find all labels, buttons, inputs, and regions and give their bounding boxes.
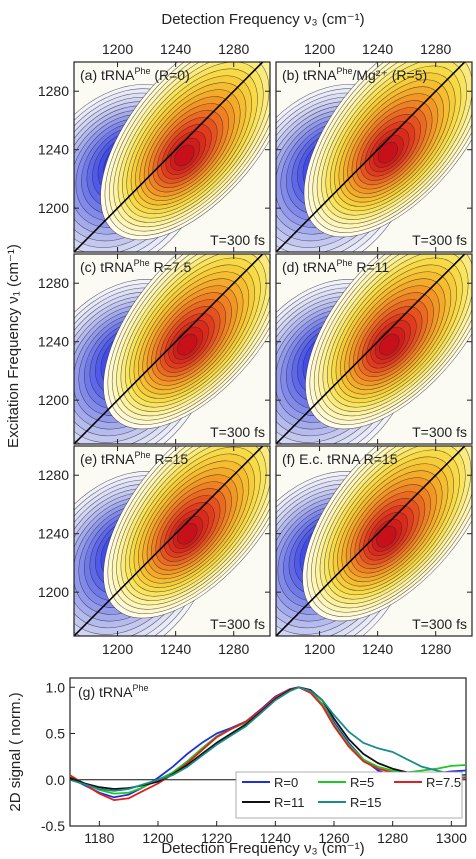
panel-e: (e) tRNAPhe R=15 T=300 fs 1200 1240 1280 xyxy=(38,445,271,637)
bottom-tick-label: 1280 xyxy=(420,641,451,657)
y-tick-label: 1200 xyxy=(38,200,69,216)
y-tick-label: -0.5 xyxy=(41,818,65,834)
top-tick-label: 1200 xyxy=(304,41,335,57)
contour-map xyxy=(74,446,270,636)
x-tick-label: 1280 xyxy=(377,830,408,846)
panel-title: (f) E.c. tRNA R=15 xyxy=(282,451,398,467)
contour-map xyxy=(276,254,472,444)
panel-a: (a) tRNAPhe (R=0) T=300 fs 1200 1240 1280 xyxy=(38,61,271,253)
panel-frame xyxy=(73,253,271,445)
panel-time-label: T=300 fs xyxy=(210,232,265,248)
diagonal-line xyxy=(74,62,264,252)
panel-f: (f) E.c. tRNA R=15 T=300 fs xyxy=(275,445,473,637)
panel-frame xyxy=(275,61,473,253)
legend-box xyxy=(235,771,463,819)
contour-map xyxy=(276,446,472,636)
y-tick-label: 0.0 xyxy=(46,772,66,788)
x-tick-label: 1300 xyxy=(436,830,467,846)
positive-contour xyxy=(177,333,198,356)
top-tick-label: 1200 xyxy=(102,41,133,57)
panel-b: (b) tRNAPhe/Mg²⁺ (R=5) T=300 fs xyxy=(275,61,473,253)
top-tick-label: 1240 xyxy=(362,41,393,57)
panel-title: (d) tRNAPhe R=11 xyxy=(282,258,389,275)
top-tick-labels: 1200 1240 1280 1200 1240 1280 xyxy=(102,41,452,57)
bottom-tick-label: 1200 xyxy=(304,641,335,657)
diagonal-line xyxy=(276,62,466,252)
panel-time-label: T=300 fs xyxy=(412,424,467,440)
line-chart-ylabel: 2D signal ( norm.) xyxy=(7,692,24,811)
panel-c: (c) tRNAPhe R=7.5 T=300 fs 1200 1240 1280 xyxy=(38,253,271,445)
top-tick-label: 1280 xyxy=(420,41,451,57)
bottom-tick-label: 1240 xyxy=(362,641,393,657)
x-tick-label: 1180 xyxy=(84,830,114,846)
series-line-R=15 xyxy=(70,686,466,792)
line-chart-g: 1180 1200 1220 1240 1260 1280 1300 -0.5 0.0 0.5 1… xyxy=(41,677,467,846)
panel-title: (c) tRNAPhe R=7.5 xyxy=(80,258,192,275)
y-tick-label: 0.5 xyxy=(46,726,66,742)
left-axis-label: Excitation Frequency ν₁ (cm⁻¹) xyxy=(5,244,22,448)
panel-frame xyxy=(275,253,473,445)
panel-frame xyxy=(275,445,473,637)
legend-entry: R=5 xyxy=(318,775,374,790)
line-chart-legend: R=0 R=5 R=7.5 R=11 R=15 xyxy=(235,771,463,819)
bottom-tick-label: 1280 xyxy=(218,641,249,657)
top-tick-label: 1280 xyxy=(218,41,249,57)
panel-time-label: T=300 fs xyxy=(412,616,467,632)
line-chart-title: (g) tRNAPhe xyxy=(78,683,148,700)
legend-entry: R=7.5 xyxy=(394,775,461,790)
diagonal-line xyxy=(74,254,264,444)
diagonal-line xyxy=(276,254,466,444)
panel-time-label: T=300 fs xyxy=(210,424,265,440)
twod-panels: (a) tRNAPhe (R=0) T=300 fs 1200 1240 1280 (b)… xyxy=(38,61,473,637)
y-tick-label: 1280 xyxy=(38,275,69,291)
panel-title: (b) tRNAPhe/Mg²⁺ (R=5) xyxy=(282,66,427,83)
x-tick-label: 1260 xyxy=(318,830,349,846)
y-tick-label: 1280 xyxy=(38,467,69,483)
panel-frame xyxy=(73,445,271,637)
legend-label: R=11 xyxy=(274,795,304,810)
panel-time-label: T=300 fs xyxy=(210,616,265,632)
positive-contour xyxy=(379,333,400,356)
y-tick-label: 1240 xyxy=(38,334,69,350)
panel-title: (a) tRNAPhe (R=0) xyxy=(80,66,190,83)
panel-d: (d) tRNAPhe R=11 T=300 fs xyxy=(275,253,473,445)
panel-frame xyxy=(73,61,271,253)
y-tick-label: 1200 xyxy=(38,392,69,408)
y-tick-label: 1280 xyxy=(38,83,69,99)
top-tick-label: 1240 xyxy=(160,41,191,57)
positive-contour xyxy=(377,141,398,164)
bottom-axis-label: Detection Frequency ν₃ (cm⁻¹) xyxy=(161,840,364,857)
legend-label: R=0 xyxy=(274,775,298,790)
y-tick-label: 1.0 xyxy=(46,679,66,695)
legend-label: R=7.5 xyxy=(426,775,461,790)
contour-map xyxy=(276,62,472,252)
legend-label: R=15 xyxy=(350,795,381,810)
x-tick-label: 1220 xyxy=(201,830,232,846)
legend-entry: R=0 xyxy=(242,775,298,790)
legend-entry: R=11 xyxy=(242,795,304,810)
diagonal-line xyxy=(276,446,466,636)
bottom-tick-label: 1240 xyxy=(160,641,191,657)
diagonal-line xyxy=(74,446,264,636)
y-tick-label: 1200 xyxy=(38,584,69,600)
y-tick-label: 1240 xyxy=(38,142,69,158)
contour-map xyxy=(74,62,270,252)
panel-title: (e) tRNAPhe R=15 xyxy=(80,450,188,467)
contour-map xyxy=(74,254,270,444)
line-chart-y-ticks: -0.5 0.0 0.5 1.0 xyxy=(41,679,75,834)
bottom-tick-label: 1200 xyxy=(102,641,133,657)
legend-entry: R=15 xyxy=(318,795,381,810)
top-axis-label: Detection Frequency ν₃ (cm⁻¹) xyxy=(161,11,364,28)
x-tick-label: 1240 xyxy=(260,830,291,846)
panel-time-label: T=300 fs xyxy=(412,232,467,248)
x-tick-label: 1200 xyxy=(142,830,173,846)
legend-label: R=5 xyxy=(350,775,374,790)
twod-bottom-tick-labels: 1200 1240 1280 1200 1240 1280 xyxy=(102,641,452,657)
positive-contour xyxy=(174,144,195,167)
line-chart-x-ticks: 1180 1200 1220 1240 1260 1280 1300 xyxy=(84,821,467,846)
y-tick-label: 1240 xyxy=(38,526,69,542)
